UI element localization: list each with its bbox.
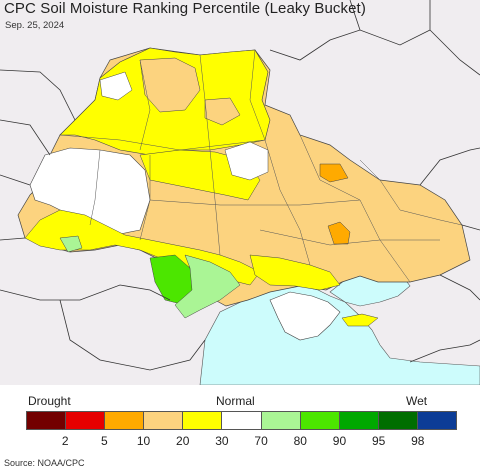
region-white-west (29, 147, 151, 236)
country-borders (0, 0, 480, 371)
region-orange-2 (327, 221, 351, 245)
legend-ticks: 2 5 10 20 30 70 80 90 95 98 (26, 434, 457, 450)
legend-swatch (183, 412, 223, 429)
legend-tick-label: 70 (254, 434, 268, 448)
region-yellow-south (249, 254, 341, 291)
legend-tick-label: 5 (101, 434, 108, 448)
legend-tick-label: 30 (215, 434, 229, 448)
legend-tick-label: 10 (136, 434, 151, 448)
legend-swatch (300, 412, 340, 429)
legend-swatch (339, 412, 379, 429)
map-title: CPC Soil Moisture Ranking Percentile (Le… (4, 0, 366, 17)
region-white-topleft (99, 71, 133, 101)
legend-normal-label: Normal (216, 394, 255, 408)
legend-swatch (417, 412, 457, 429)
soil-moisture-map (0, 0, 480, 385)
region-orange-1 (319, 163, 349, 183)
legend-swatch (261, 412, 301, 429)
legend-swatch (222, 412, 262, 429)
legend-swatch (144, 412, 184, 429)
legend-color-bar (26, 411, 457, 430)
legend-tick-label: 2 (61, 434, 69, 448)
source-credit: Source: NOAA/CPC (4, 458, 85, 468)
legend-swatch (66, 412, 106, 429)
region-light-green (174, 254, 241, 319)
legend-swatch (27, 412, 67, 429)
legend-swatch (105, 412, 145, 429)
legend-tick-label: 90 (332, 434, 347, 448)
legend-swatch (378, 412, 418, 429)
legend-wet-label: Wet (406, 394, 428, 408)
region-kerch-yellow (341, 313, 379, 327)
map-date: Sep. 25, 2024 (5, 20, 65, 31)
legend-tick-label: 20 (176, 434, 190, 448)
legend-tick-label: 80 (293, 434, 307, 448)
legend-tick-label: 95 (371, 434, 386, 448)
oblast-borders (59, 49, 463, 283)
region-light-green-2 (59, 235, 83, 253)
region-tan-north-2 (204, 97, 241, 126)
legend-tick-label: 98 (411, 434, 425, 448)
region-crimea (269, 291, 341, 341)
legend-drought-label: Drought (28, 394, 71, 408)
